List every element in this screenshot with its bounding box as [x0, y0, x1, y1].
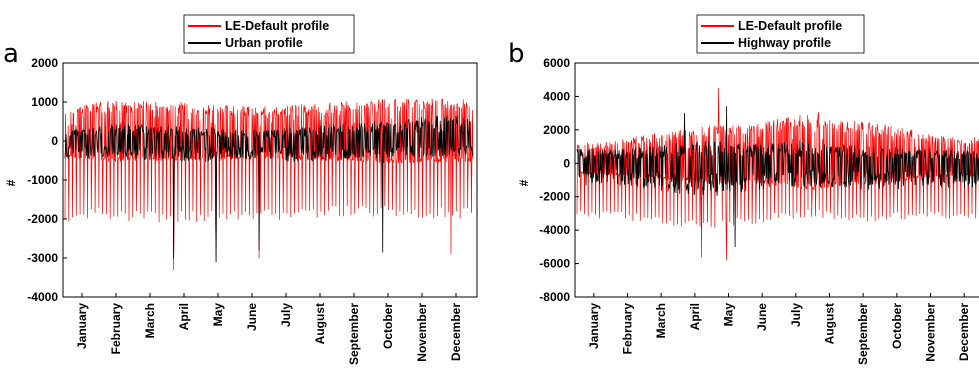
x-tick-label-july: July	[279, 303, 293, 327]
panel-a: a # -4000 -3000 -2000 -1000 0 1000 2000 Januar…	[3, 14, 478, 365]
x-tick-label-july: July	[789, 303, 803, 327]
y-tick-label: -2000	[27, 212, 58, 226]
x-tick-label-may: May	[722, 303, 736, 327]
panel-b-legend-box	[696, 14, 865, 54]
panel-b-legend-label-2: Highway profile	[738, 36, 831, 50]
x-tick-label-august: August	[313, 303, 327, 344]
y-tick-label: -2000	[539, 190, 570, 204]
series-line-black	[64, 115, 474, 263]
panel-b-x-axis: January February March April May June July Augu…	[587, 293, 971, 365]
series-line-red	[64, 98, 474, 271]
y-tick-label: -6000	[539, 257, 570, 271]
panel-a-legend-label-2: Urban profile	[225, 36, 303, 50]
y-tick-label: 0	[563, 156, 570, 170]
x-tick-label-december: December	[957, 303, 971, 361]
panel-a-series-group	[64, 98, 474, 271]
x-tick-label-april: April	[177, 303, 191, 330]
panel-a-x-axis: January February March April May June July Augu…	[75, 293, 463, 365]
x-tick-label-august: August	[823, 303, 837, 344]
x-tick-label-june: June	[755, 303, 769, 331]
panel-b-ylabel: #	[517, 179, 531, 186]
panel-b-legend-label-1: LE-Default profile	[738, 19, 842, 33]
x-tick-label-april: April	[688, 303, 702, 330]
panel-b: b # -8000 -6000 -4000 -2000 0 2000 4000 6000 Ja…	[508, 14, 979, 365]
x-tick-label-december: December	[449, 303, 463, 361]
x-tick-label-november: November	[924, 303, 938, 362]
x-tick-label-september: September	[347, 303, 361, 365]
x-tick-label-march: March	[654, 303, 668, 338]
x-tick-label-february: February	[621, 303, 635, 355]
panel-a-ylabel: #	[4, 179, 18, 186]
x-tick-label-may: May	[211, 303, 225, 327]
panel-a-y-axis: -4000 -3000 -2000 -1000 0 1000 2000	[27, 56, 67, 304]
x-tick-label-march: March	[143, 303, 157, 338]
panel-a-legend-box	[183, 14, 355, 54]
x-tick-label-october: October	[381, 303, 395, 349]
x-tick-label-february: February	[109, 303, 123, 355]
x-tick-label-june: June	[245, 303, 259, 331]
y-tick-label: 2000	[543, 123, 570, 137]
panel-a-legend-label-1: LE-Default profile	[225, 19, 329, 33]
panel-b-y-axis: -8000 -6000 -4000 -2000 0 2000 4000 6000	[539, 56, 579, 304]
panel-b-letter: b	[508, 39, 525, 69]
y-tick-label: 6000	[543, 56, 570, 70]
panel-a-legend: LE-Default profile Urban profile	[183, 14, 355, 54]
x-tick-label-november: November	[415, 303, 429, 362]
panel-b-series-group	[576, 87, 979, 261]
y-tick-label: 4000	[543, 89, 570, 103]
x-tick-label-october: October	[890, 303, 904, 349]
y-tick-label: 1000	[31, 95, 58, 109]
y-tick-label: -3000	[27, 251, 58, 265]
y-tick-label: -4000	[539, 223, 570, 237]
y-tick-label: -1000	[27, 173, 58, 187]
panel-b-plot-frame	[574, 62, 979, 298]
y-tick-label: 2000	[31, 56, 58, 70]
panel-a-letter: a	[3, 39, 19, 69]
y-tick-label: -8000	[539, 290, 570, 304]
panel-b-legend: LE-Default profile Highway profile	[696, 14, 865, 54]
x-tick-label-january: January	[587, 303, 601, 349]
y-tick-label: -4000	[27, 290, 58, 304]
x-tick-label-september: September	[856, 303, 870, 365]
y-tick-label: 0	[51, 134, 58, 148]
series-line-black	[576, 106, 979, 248]
x-tick-label-january: January	[75, 303, 89, 349]
